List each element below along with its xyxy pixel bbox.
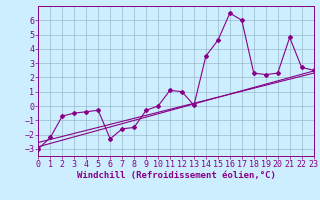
X-axis label: Windchill (Refroidissement éolien,°C): Windchill (Refroidissement éolien,°C): [76, 171, 276, 180]
